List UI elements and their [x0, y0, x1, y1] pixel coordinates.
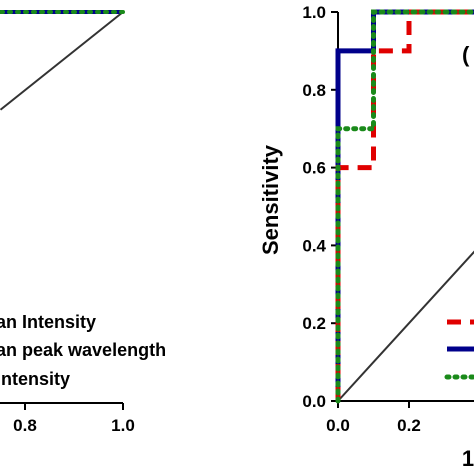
right-series-line: [335, 9, 474, 401]
left-roc-panel: 0.8 1.0 an Intensity an peak wavelength Inte…: [0, 10, 166, 435]
right-series-line: [335, 9, 474, 404]
left-legend-label: an Intensity: [0, 312, 96, 332]
right-x-axis-title: 1: [462, 446, 474, 471]
right-y-tick-label: 1.0: [302, 3, 326, 22]
right-y-tick-label: 0.2: [302, 314, 326, 333]
left-x-tick-label: 1.0: [111, 416, 135, 435]
right-y-tick-label: 0.6: [302, 159, 326, 178]
right-y-tick-label: 0.8: [302, 81, 326, 100]
right-x-tick-label: 0.0: [326, 416, 350, 435]
left-legend-label: Intensity: [0, 369, 70, 389]
left-legend-label: an peak wavelength: [0, 340, 166, 360]
right-panel-label: (: [462, 42, 470, 67]
right-roc-panel: 0.0 0.2 0.4 0.6 0.8 1.0 0.0 0.2 1 Sensitivity (: [258, 3, 474, 471]
right-series-line: [335, 9, 474, 401]
right-y-axis-title: Sensitivity: [258, 144, 283, 255]
right-reference-line: [337, 250, 474, 402]
right-x-tick-label: 0.2: [397, 416, 421, 435]
right-y-tick-label: 0.0: [302, 392, 326, 411]
left-reference-line: [0, 11, 124, 111]
right-y-tick-label: 0.4: [302, 236, 326, 255]
left-x-tick-label: 0.8: [13, 416, 37, 435]
